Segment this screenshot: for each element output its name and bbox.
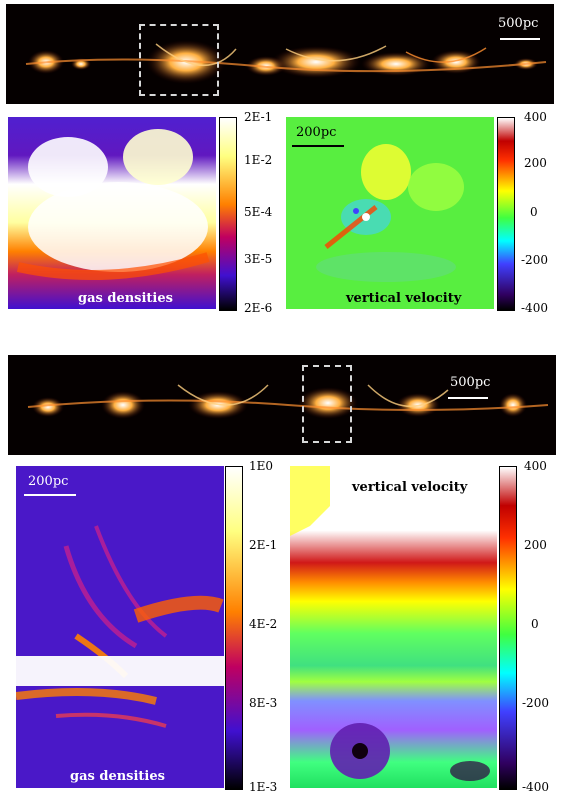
bottom-density-structures <box>16 525 224 728</box>
velocity-caption: vertical velocity <box>352 480 468 495</box>
bottom-velocity-tick-3: -200 <box>522 696 549 710</box>
top-density-tick-0: 2E-1 <box>244 110 273 124</box>
top-velocity-tick-0: 400 <box>524 110 547 124</box>
zoom-region-box <box>302 365 352 443</box>
top-density-tick-3: 3E-5 <box>244 252 273 266</box>
strip-scale-label: 500pc <box>450 375 491 390</box>
top-density-tick-2: 5E-4 <box>244 205 273 219</box>
top-velocity-tick-4: -400 <box>521 301 548 315</box>
top-galaxy-strip: 500pc <box>6 4 554 104</box>
top-velocity-map: 200pc vertical velocity <box>286 117 494 309</box>
top-density-tick-4: 2E-6 <box>244 301 273 315</box>
top-velocity-colorbar <box>497 117 515 311</box>
velocity-scale-bar <box>292 145 344 147</box>
bottom-density-tick-1: 2E-1 <box>249 538 278 552</box>
strip-scale-label: 500pc <box>498 16 539 31</box>
top-strip-filaments <box>25 40 547 84</box>
bottom-velocity-structures <box>290 466 490 781</box>
velocity-scale-label: 200pc <box>296 125 337 140</box>
density-caption: gas densities <box>70 769 165 784</box>
bottom-strip-filaments <box>27 384 549 419</box>
bottom-velocity-tick-4: -400 <box>522 780 549 794</box>
bottom-density-colorbar <box>225 466 243 790</box>
bottom-density-map: 200pc gas densities <box>16 466 224 788</box>
top-velocity-tick-3: -200 <box>521 253 548 267</box>
strip-scale-bar <box>448 397 488 399</box>
bottom-velocity-tick-0: 400 <box>524 459 547 473</box>
bottom-velocity-tick-2: 0 <box>531 617 539 631</box>
velocity-caption: vertical velocity <box>346 291 462 306</box>
bottom-velocity-tick-1: 200 <box>524 538 547 552</box>
top-velocity-tick-2: 0 <box>530 205 538 219</box>
density-caption: gas densities <box>78 291 173 306</box>
density-scale-bar <box>24 494 76 496</box>
bottom-velocity-colorbar <box>499 466 517 790</box>
top-density-map: gas densities <box>8 117 216 309</box>
bottom-density-tick-0: 1E0 <box>249 459 274 473</box>
zoom-region-box <box>139 24 219 96</box>
strip-scale-bar <box>500 38 540 40</box>
bottom-density-tick-2: 4E-2 <box>249 617 278 631</box>
top-velocity-structures <box>316 144 464 282</box>
top-velocity-tick-1: 200 <box>524 156 547 170</box>
top-density-tick-1: 1E-2 <box>244 153 273 167</box>
density-scale-label: 200pc <box>28 474 69 489</box>
bottom-galaxy-strip: 500pc <box>8 355 556 455</box>
bottom-density-tick-4: 1E-3 <box>249 780 278 794</box>
top-density-structures <box>16 129 210 280</box>
bottom-density-tick-3: 8E-3 <box>249 696 278 710</box>
top-density-colorbar <box>219 117 237 311</box>
bottom-velocity-map: vertical velocity <box>290 466 497 788</box>
